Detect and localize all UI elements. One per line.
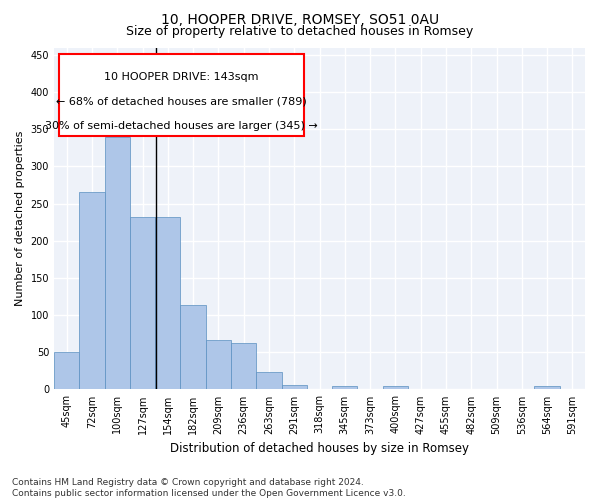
- Text: 30% of semi-detached houses are larger (345) →: 30% of semi-detached houses are larger (…: [45, 120, 318, 130]
- Text: 10 HOOPER DRIVE: 143sqm: 10 HOOPER DRIVE: 143sqm: [104, 72, 259, 83]
- Text: Size of property relative to detached houses in Romsey: Size of property relative to detached ho…: [127, 25, 473, 38]
- Bar: [130, 217, 155, 390]
- Bar: [281, 385, 307, 390]
- Bar: [181, 306, 206, 390]
- Bar: [256, 372, 281, 390]
- Y-axis label: Number of detached properties: Number of detached properties: [15, 131, 25, 306]
- Text: ← 68% of detached houses are smaller (789): ← 68% of detached houses are smaller (78…: [56, 97, 307, 107]
- X-axis label: Distribution of detached houses by size in Romsey: Distribution of detached houses by size …: [170, 442, 469, 455]
- Bar: [206, 340, 231, 390]
- Bar: [332, 386, 358, 390]
- Bar: [383, 386, 408, 390]
- Bar: [79, 192, 104, 390]
- Bar: [535, 386, 560, 390]
- Bar: [104, 136, 130, 390]
- Text: Contains HM Land Registry data © Crown copyright and database right 2024.
Contai: Contains HM Land Registry data © Crown c…: [12, 478, 406, 498]
- Bar: [54, 352, 79, 390]
- Text: 10, HOOPER DRIVE, ROMSEY, SO51 0AU: 10, HOOPER DRIVE, ROMSEY, SO51 0AU: [161, 12, 439, 26]
- FancyBboxPatch shape: [59, 54, 304, 136]
- Bar: [231, 344, 256, 390]
- Bar: [155, 217, 181, 390]
